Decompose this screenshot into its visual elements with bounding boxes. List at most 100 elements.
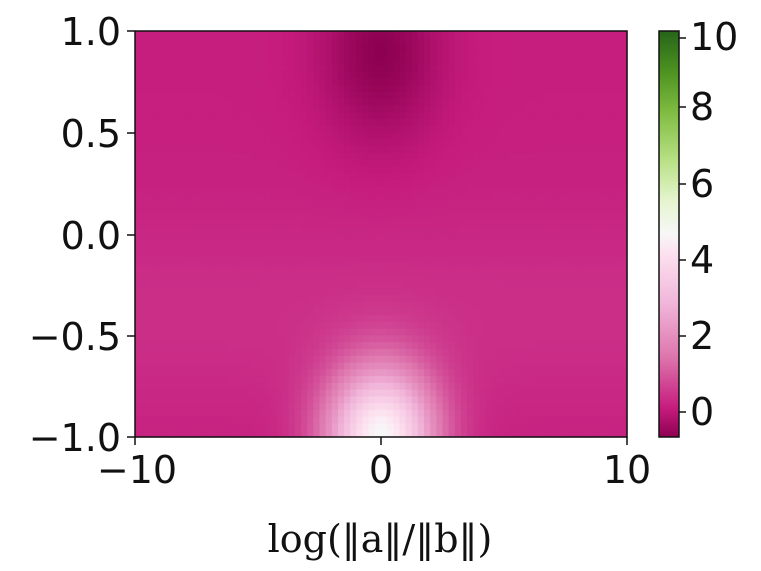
heatmap-cell [190, 240, 198, 249]
heatmap-cell [258, 220, 265, 228]
heatmap-cell [233, 430, 241, 438]
heatmap-cell [553, 179, 560, 188]
heatmap-cell [442, 308, 450, 316]
heatmap-cell [596, 152, 603, 161]
heatmap-cell [411, 37, 419, 46]
heatmap-cell [171, 193, 179, 201]
heatmap-cell [454, 112, 462, 120]
heatmap-cell [485, 376, 493, 384]
heatmap-cell [424, 118, 431, 127]
heatmap-cell [276, 267, 284, 276]
heatmap-cell [540, 125, 548, 134]
heatmap-cell [313, 294, 321, 303]
heatmap-cell [516, 200, 524, 208]
heatmap-cell [442, 342, 450, 350]
heatmap-cell [547, 234, 554, 242]
heatmap-cell [245, 261, 253, 269]
heatmap-cell [583, 308, 591, 316]
heatmap-cell [344, 267, 351, 276]
heatmap-cell [264, 240, 271, 249]
heatmap-cell [233, 105, 241, 113]
heatmap-cell [362, 213, 370, 222]
heatmap-cell [227, 51, 234, 59]
heatmap-cell [374, 159, 382, 167]
heatmap-cell [221, 71, 228, 79]
heatmap-cell [590, 193, 597, 201]
heatmap-cell [313, 58, 321, 66]
heatmap-cell [301, 409, 308, 418]
heatmap-cell [356, 376, 364, 384]
heatmap-cell [221, 152, 228, 161]
heatmap-cell [141, 267, 148, 276]
heatmap-cell [571, 349, 579, 357]
heatmap-cell [258, 146, 265, 154]
heatmap-cell [522, 267, 530, 276]
heatmap-cell [239, 416, 247, 425]
heatmap-cell [178, 247, 185, 255]
heatmap-cell [171, 342, 179, 350]
heatmap-cell [614, 193, 622, 201]
heatmap-cell [344, 78, 351, 86]
heatmap-cell [288, 247, 296, 255]
heatmap-cell [614, 362, 622, 370]
heatmap-cell [547, 71, 554, 79]
heatmap-cell [399, 409, 407, 418]
heatmap-cell [178, 105, 185, 113]
heatmap-cell [301, 227, 308, 235]
heatmap-cell [547, 342, 554, 350]
heatmap-cell [337, 274, 345, 282]
heatmap-cell [436, 342, 444, 350]
heatmap-cell [258, 315, 265, 323]
heatmap-cell [374, 71, 382, 79]
heatmap-cell [325, 234, 333, 242]
heatmap-cell [504, 179, 511, 188]
heatmap-cell [294, 173, 302, 181]
heatmap-cell [528, 51, 536, 59]
heatmap-cell [251, 301, 259, 310]
heatmap-cell [553, 254, 560, 262]
heatmap-cell [571, 91, 579, 100]
heatmap-cell [528, 301, 536, 310]
heatmap-cell [485, 294, 493, 303]
heatmap-cell [325, 85, 333, 93]
heatmap-cell [393, 91, 401, 100]
heatmap-cell [239, 342, 247, 350]
heatmap-cell [448, 403, 456, 411]
heatmap-cell [602, 51, 610, 59]
heatmap-cell [350, 31, 357, 39]
heatmap-cell [214, 355, 222, 364]
heatmap-cell [399, 166, 407, 174]
heatmap-cell [497, 247, 505, 255]
heatmap-cell [534, 335, 542, 343]
heatmap-cell [313, 376, 321, 384]
heatmap-cell [171, 369, 179, 377]
heatmap-cell [135, 227, 142, 235]
heatmap-cell [608, 146, 616, 154]
heatmap-cell [596, 159, 603, 167]
heatmap-cell [436, 31, 444, 39]
heatmap-cell [614, 44, 622, 52]
heatmap-cell [350, 37, 357, 46]
heatmap-cell [337, 206, 345, 215]
heatmap-cell [411, 166, 419, 174]
heatmap-cell [596, 132, 603, 140]
heatmap-cell [430, 362, 437, 370]
heatmap-cell [411, 78, 419, 86]
heatmap-cell [239, 288, 247, 296]
heatmap-cell [135, 173, 142, 181]
heatmap-cell [276, 37, 284, 46]
heatmap-cell [214, 274, 222, 282]
heatmap-cell [510, 349, 517, 357]
heatmap-cell [614, 213, 622, 222]
heatmap-cell [559, 166, 567, 174]
heatmap-cell [528, 281, 536, 289]
heatmap-cell [270, 376, 278, 384]
heatmap-cell [608, 294, 616, 303]
heatmap-cell [245, 382, 253, 391]
heatmap-cell [596, 58, 603, 66]
heatmap-cell [264, 382, 271, 391]
heatmap-cell [202, 173, 210, 181]
heatmap-cell [547, 376, 554, 384]
heatmap-cell [276, 91, 284, 100]
heatmap-cell [485, 409, 493, 418]
